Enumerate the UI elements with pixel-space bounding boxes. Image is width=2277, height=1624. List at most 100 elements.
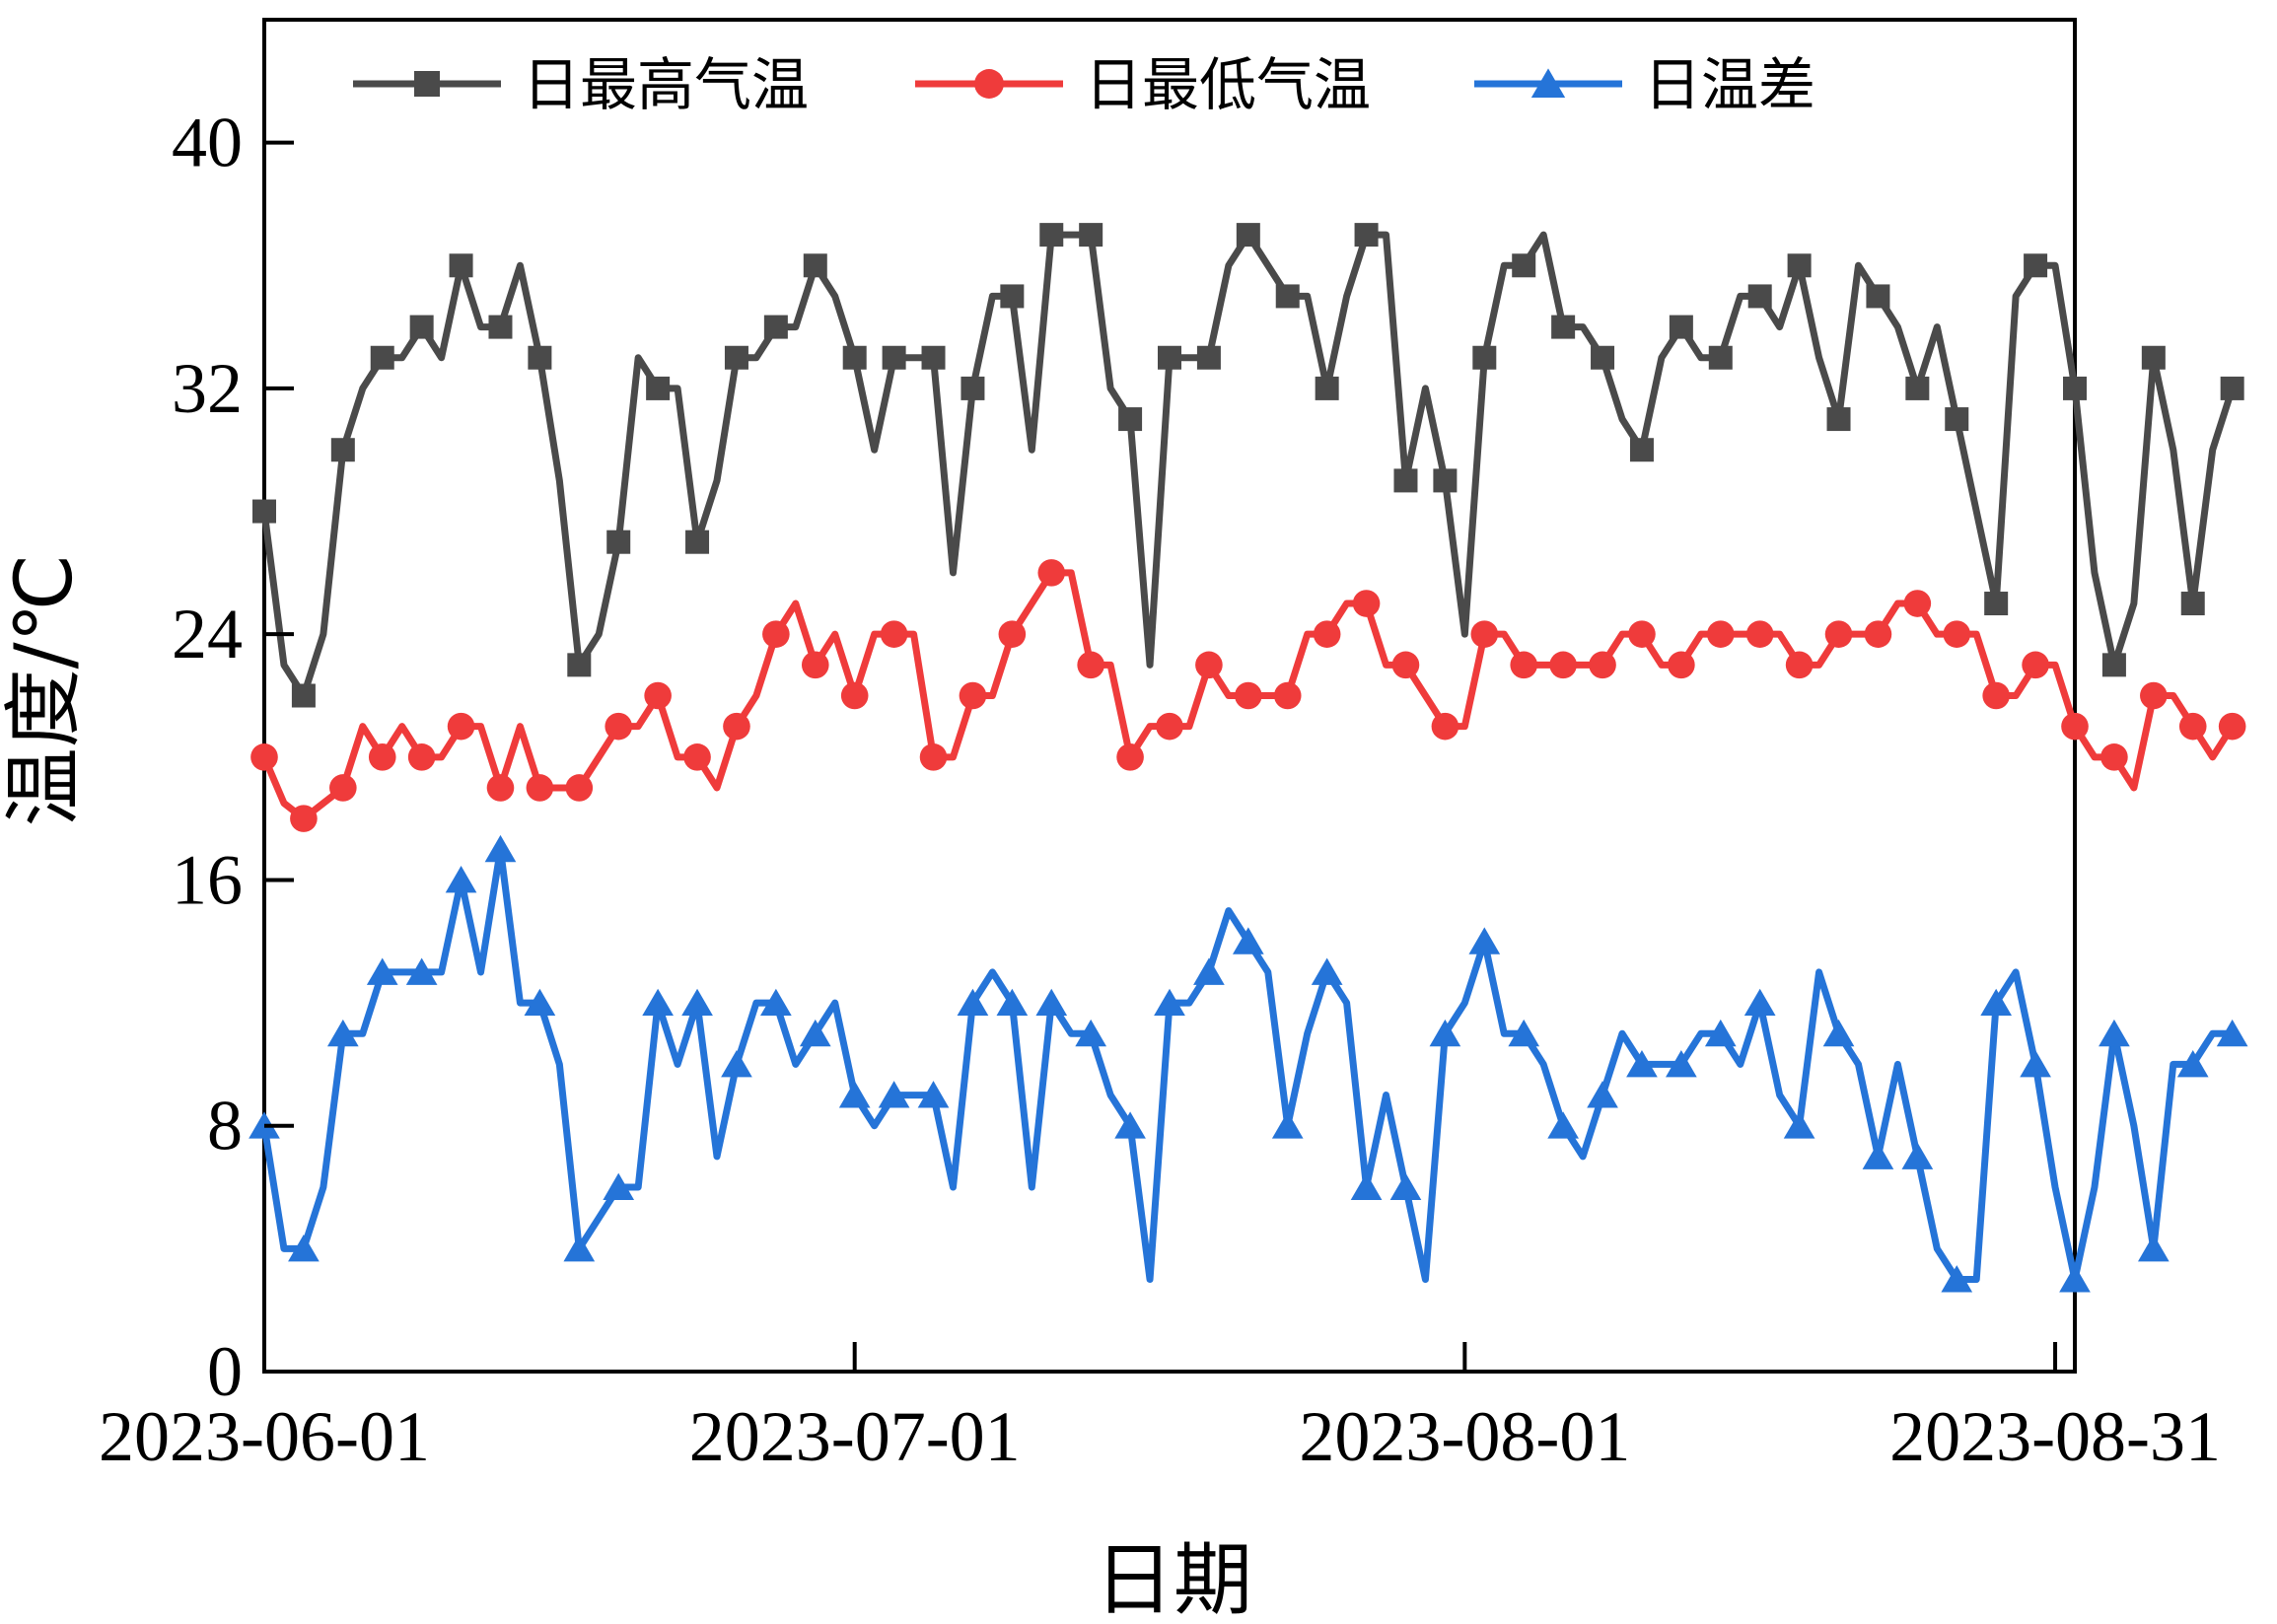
series-3-point xyxy=(1822,1019,1855,1047)
series-1-point xyxy=(252,499,276,524)
y-tick-label: 32 xyxy=(172,349,243,428)
series-2-point xyxy=(959,681,987,710)
series-1-point xyxy=(961,376,985,400)
series-2-point xyxy=(1549,651,1577,679)
series-2-point xyxy=(1235,681,1262,710)
series-2-point xyxy=(1431,712,1459,741)
y-tick-label: 8 xyxy=(207,1087,243,1165)
series-1-point xyxy=(567,653,592,677)
series-2-point xyxy=(2100,743,2128,771)
series-2-point xyxy=(2061,712,2089,741)
legend-marker-3 xyxy=(1530,68,1566,99)
series-1-point xyxy=(1551,315,1576,339)
series-2-point xyxy=(2022,651,2049,679)
series-1-point xyxy=(2180,592,2205,616)
series-3-point xyxy=(1587,1081,1618,1108)
series-3-point xyxy=(1783,1111,1815,1139)
series-1-point xyxy=(1118,407,1143,432)
legend-label-1: 日最高气温 xyxy=(523,51,809,118)
series-2-point xyxy=(801,651,829,679)
series-1-point xyxy=(646,376,671,400)
series-3-point xyxy=(2020,1050,2051,1078)
series-1-point xyxy=(882,345,906,370)
series-1-point xyxy=(488,315,513,339)
series-3-point xyxy=(1350,1172,1383,1201)
series-1-point xyxy=(842,345,867,370)
series-2-point xyxy=(1391,651,1420,679)
series-3-point xyxy=(2099,1019,2130,1047)
x-tick-label: 2023-08-31 xyxy=(1889,1397,2221,1476)
series-3-point xyxy=(2216,1019,2248,1047)
series-3-point xyxy=(1901,1142,1934,1169)
series-3-point xyxy=(1232,927,1264,954)
series-layer xyxy=(249,223,2248,1293)
plot-frame-layer xyxy=(262,18,2077,1374)
series-3-point xyxy=(1626,1050,1658,1078)
x-tick-label: 2023-06-01 xyxy=(99,1397,430,1476)
series-2-point xyxy=(1313,620,1341,648)
series-1-point xyxy=(1866,284,1890,309)
series-2-point xyxy=(1943,620,1971,648)
series-2-point xyxy=(605,712,633,741)
series-line-1 xyxy=(260,231,2237,699)
series-2-point xyxy=(1470,620,1499,648)
series-1-point xyxy=(1984,592,2009,616)
series-2-point xyxy=(1864,620,1892,648)
series-3-point xyxy=(524,988,556,1017)
series-3-point xyxy=(1311,957,1343,985)
series-1-point xyxy=(685,530,710,554)
series-2-point xyxy=(840,681,869,710)
series-2-point xyxy=(2140,681,2168,710)
series-1-point xyxy=(528,345,552,370)
series-1-point xyxy=(606,530,631,554)
series-3-point xyxy=(721,1050,752,1078)
series-2-point xyxy=(2178,712,2207,741)
axes-layer: 0 8 16 24 32 40 2023-06-01 2023-07-01 2023-08-01… xyxy=(99,104,2221,1476)
series-3-point xyxy=(838,1081,871,1108)
x-axis-title: 日期 xyxy=(1095,1534,1252,1624)
series-1-point xyxy=(1826,407,1851,432)
series-3-point xyxy=(2176,1050,2209,1078)
series-2-point xyxy=(250,743,278,771)
series-2-point xyxy=(1352,590,1381,617)
series-3-point xyxy=(603,1172,635,1201)
series-2-point xyxy=(526,774,554,802)
series-3-point xyxy=(681,988,713,1017)
series-2-point xyxy=(1273,681,1302,710)
series-1-point xyxy=(1512,253,1536,278)
series-3-point xyxy=(799,1019,831,1047)
series-2-point xyxy=(368,743,396,771)
series-3-point xyxy=(760,988,792,1017)
series-1-point xyxy=(409,315,434,339)
series-2-point xyxy=(329,774,357,802)
series-1-point xyxy=(1787,253,1812,278)
series-2-point xyxy=(1745,620,1774,648)
y-tick-label: 0 xyxy=(207,1332,243,1411)
legend-label-3: 日温差 xyxy=(1644,51,1815,118)
series-1-point xyxy=(1000,284,1025,309)
series-1-point xyxy=(2220,376,2244,400)
series-3-point xyxy=(1743,988,1776,1017)
series-line-3 xyxy=(260,845,2237,1284)
series-2-point xyxy=(1628,620,1656,648)
series-1-point xyxy=(1945,407,1969,432)
series-3-point xyxy=(1862,1142,1894,1169)
series-2-point xyxy=(1195,651,1223,679)
series-1-point xyxy=(330,438,355,462)
legend-marker-1 xyxy=(414,71,440,97)
series-3-point xyxy=(642,988,674,1017)
legend-label-2: 日最低气温 xyxy=(1085,51,1371,118)
legend: 日最高气温 日最低气温 日温差 xyxy=(353,51,1815,118)
series-1-point xyxy=(763,315,788,339)
series-2-point xyxy=(919,743,948,771)
series-3-point xyxy=(1666,1050,1697,1078)
series-1-point xyxy=(1905,376,1930,400)
series-2-point xyxy=(447,712,475,741)
series-3-point xyxy=(1075,1019,1107,1047)
series-2-point xyxy=(407,743,436,771)
series-1-point xyxy=(370,345,394,370)
series-3-point xyxy=(1468,927,1501,954)
series-3-point xyxy=(366,957,398,985)
series-2-point xyxy=(683,743,711,771)
y-tick-label: 40 xyxy=(172,104,243,182)
